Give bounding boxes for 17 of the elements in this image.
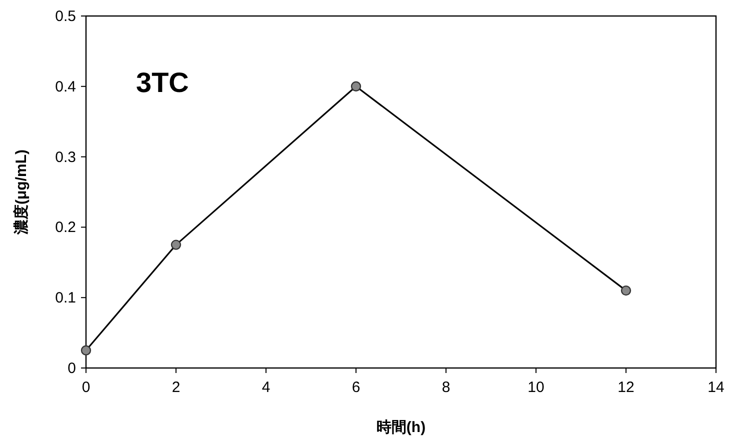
annotation: 3TC bbox=[136, 67, 189, 98]
y-tick-label: 0 bbox=[68, 360, 76, 377]
y-tick-label: 0.3 bbox=[55, 148, 76, 166]
y-axis-title: 濃度(μg/mL) bbox=[12, 150, 30, 236]
y-tick-label: 0.2 bbox=[55, 219, 76, 236]
x-tick-label: 2 bbox=[172, 379, 180, 396]
y-tick-label: 0.1 bbox=[55, 290, 76, 307]
y-tick-label: 0.5 bbox=[55, 8, 76, 25]
x-tick-label: 0 bbox=[82, 379, 90, 396]
x-tick-label: 12 bbox=[618, 379, 634, 396]
x-axis-title: 時間(h) bbox=[376, 419, 426, 436]
x-tick-label: 14 bbox=[708, 379, 724, 396]
y-tick-label: 0.4 bbox=[55, 78, 76, 96]
x-tick-label: 10 bbox=[528, 379, 544, 396]
x-tick-label: 6 bbox=[352, 379, 360, 396]
x-tick-label: 8 bbox=[442, 379, 450, 396]
x-tick-label: 4 bbox=[262, 379, 270, 396]
